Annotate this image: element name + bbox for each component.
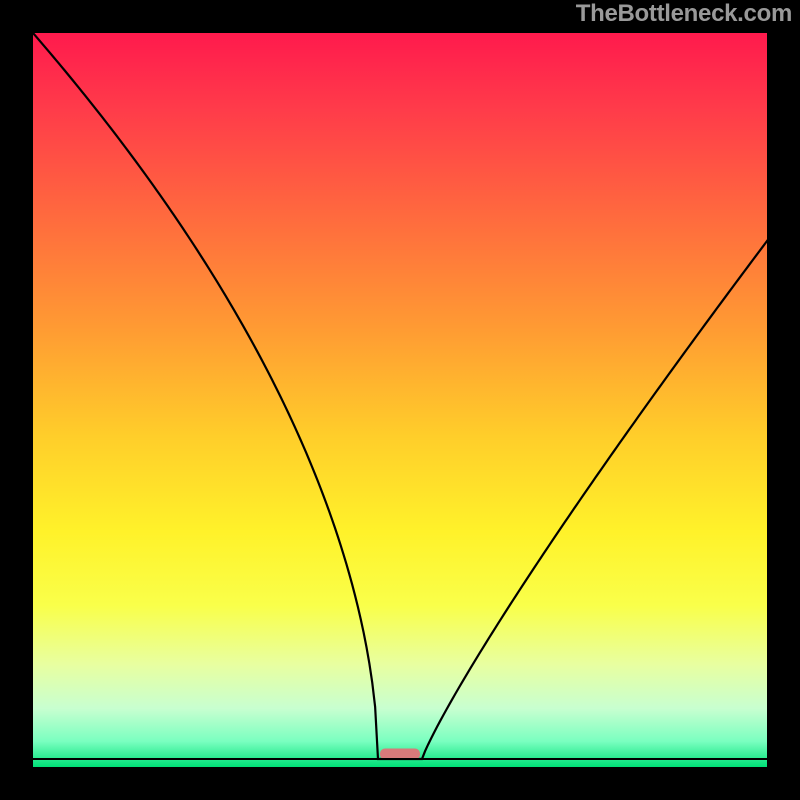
figure-root: TheBottleneck.com: [0, 0, 800, 800]
center-marker: [380, 749, 420, 760]
watermark-text: TheBottleneck.com: [576, 0, 792, 28]
plot-background-gradient: [33, 33, 767, 767]
plot-svg: [0, 0, 800, 800]
